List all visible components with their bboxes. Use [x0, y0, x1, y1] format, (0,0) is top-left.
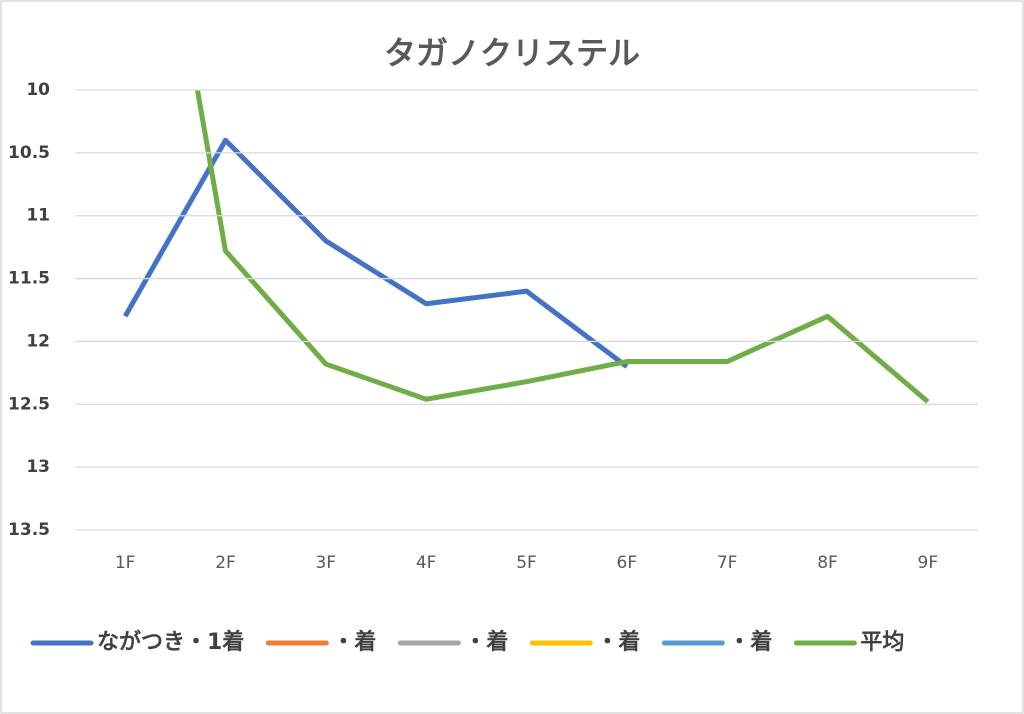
x-tick-label: 1F — [115, 553, 136, 573]
y-tick-label: 11.5 — [8, 269, 50, 289]
x-tick-label: 2F — [215, 553, 236, 573]
x-tick-label: 3F — [316, 553, 337, 573]
chart-title: タガノクリステル — [384, 34, 640, 72]
plot-area — [122, 90, 930, 404]
y-tick-label: 13.5 — [8, 520, 50, 540]
x-tick-label: 6F — [617, 553, 638, 573]
y-tick-label: 13 — [26, 457, 50, 477]
y-tick-label: 12 — [26, 331, 50, 351]
legend-label: ・着 — [596, 629, 640, 655]
x-tick-label: 7F — [717, 553, 738, 573]
legend-label: ながつき・1着 — [97, 629, 244, 655]
legend-label: ・着 — [464, 629, 508, 655]
legend-label: 平均 — [860, 629, 904, 655]
legend-label: ・着 — [728, 629, 772, 655]
legend-label: ・着 — [332, 629, 376, 655]
y-tick-label: 10.5 — [8, 143, 50, 163]
x-tick-label: 8F — [817, 553, 838, 573]
y-tick-label: 12.5 — [8, 394, 50, 414]
y-tick-label: 10 — [26, 80, 50, 100]
series-line — [122, 137, 629, 369]
x-tick-label: 4F — [416, 553, 437, 573]
series-line — [194, 90, 930, 404]
x-tick-label: 9F — [918, 553, 939, 573]
y-tick-label: 11 — [26, 206, 50, 226]
x-tick-label: 5F — [516, 553, 537, 573]
